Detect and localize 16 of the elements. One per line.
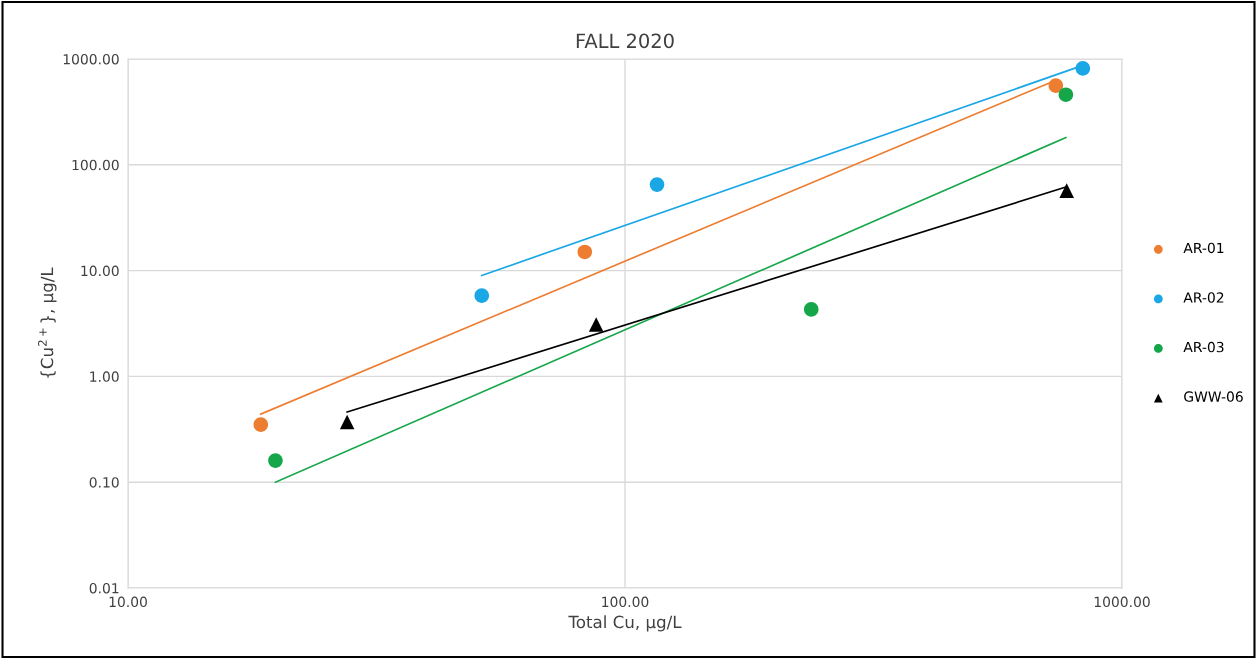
y-tick-label: 100.00 bbox=[72, 159, 119, 171]
chart-title: FALL 2020 bbox=[576, 33, 674, 49]
y-tick-label: 0.01 bbox=[89, 582, 119, 594]
legend-label: AR-02 bbox=[1183, 292, 1224, 303]
legend-label: GWW-06 bbox=[1184, 391, 1243, 402]
legend-label: AR-01 bbox=[1183, 242, 1224, 254]
x-axis-title: Total Cu, μg/L bbox=[568, 615, 682, 632]
y-axis-title: {Cu$^{2+}$}, μg/L bbox=[38, 267, 57, 378]
y-tick-label: 0.10 bbox=[89, 477, 119, 488]
x-tick-label: 10.00 bbox=[109, 596, 147, 608]
x-tick-label: 100.00 bbox=[602, 596, 649, 608]
x-tick-label: 1000.00 bbox=[1094, 596, 1150, 608]
y-tick-label: 1000.00 bbox=[63, 53, 119, 65]
y-tick-label: 1.00 bbox=[90, 371, 119, 382]
y-tick-label: 10.00 bbox=[81, 265, 119, 277]
legend-label: AR-03 bbox=[1183, 341, 1224, 353]
